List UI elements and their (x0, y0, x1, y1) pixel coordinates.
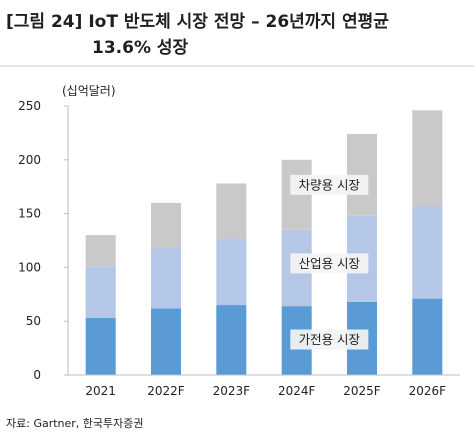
bars (85, 110, 443, 375)
bar-segment-industrial-2022F (150, 248, 182, 309)
bar-segment-automotive-2021 (85, 235, 116, 267)
x-tick-label: 2025F (343, 384, 381, 398)
y-tick-label: 50 (26, 314, 41, 328)
unit-label: (십억달러) (62, 84, 116, 98)
y-tick-label: 200 (18, 153, 41, 167)
x-tick-label: 2024F (278, 384, 316, 398)
y-axis: 0 50 100 150 200 250 (18, 99, 69, 382)
annotation-label: 가전용 시장 (299, 332, 361, 347)
annotation-bg (290, 253, 369, 274)
bar-segment-automotive-2026F (412, 110, 443, 207)
y-tick-label: 250 (18, 99, 41, 113)
bar-segment-appliance-2026F (412, 298, 443, 375)
annotation-bg (290, 174, 369, 195)
chart-title-line1: [그림 24] IoT 반도체 시장 전망 – 26년까지 연평균 (6, 12, 389, 32)
bar-segment-industrial-2026F (412, 206, 443, 299)
bar-segment-industrial-2023F (216, 238, 247, 306)
bar-segment-appliance-2023F (216, 305, 247, 375)
chart-title-line2: 13.6% 성장 (92, 38, 189, 58)
y-tick-label: 100 (18, 260, 41, 274)
annotation-label: 차량용 시장 (299, 177, 361, 192)
bar-segment-appliance-2022F (150, 308, 182, 375)
annotation-bg (290, 329, 369, 350)
annotation-label: 산업용 시장 (299, 256, 361, 271)
x-tick-label: 2021 (85, 384, 116, 398)
source-note: 자료: Gartner, 한국투자증권 (6, 417, 144, 430)
bar-segment-automotive-2023F (216, 183, 247, 239)
bar-segment-industrial-2021 (85, 266, 116, 318)
x-tick-label: 2022F (147, 384, 185, 398)
bar-segment-automotive-2022F (150, 202, 182, 249)
x-tick-label: 2023F (213, 384, 251, 398)
y-tick-label: 0 (33, 368, 41, 382)
y-tick-label: 150 (18, 207, 41, 221)
x-axis: 2021 2022F 2023F 2024F 2025F 2026F (68, 374, 460, 398)
x-tick-label: 2026F (409, 384, 447, 398)
bar-segment-appliance-2021 (85, 317, 116, 375)
